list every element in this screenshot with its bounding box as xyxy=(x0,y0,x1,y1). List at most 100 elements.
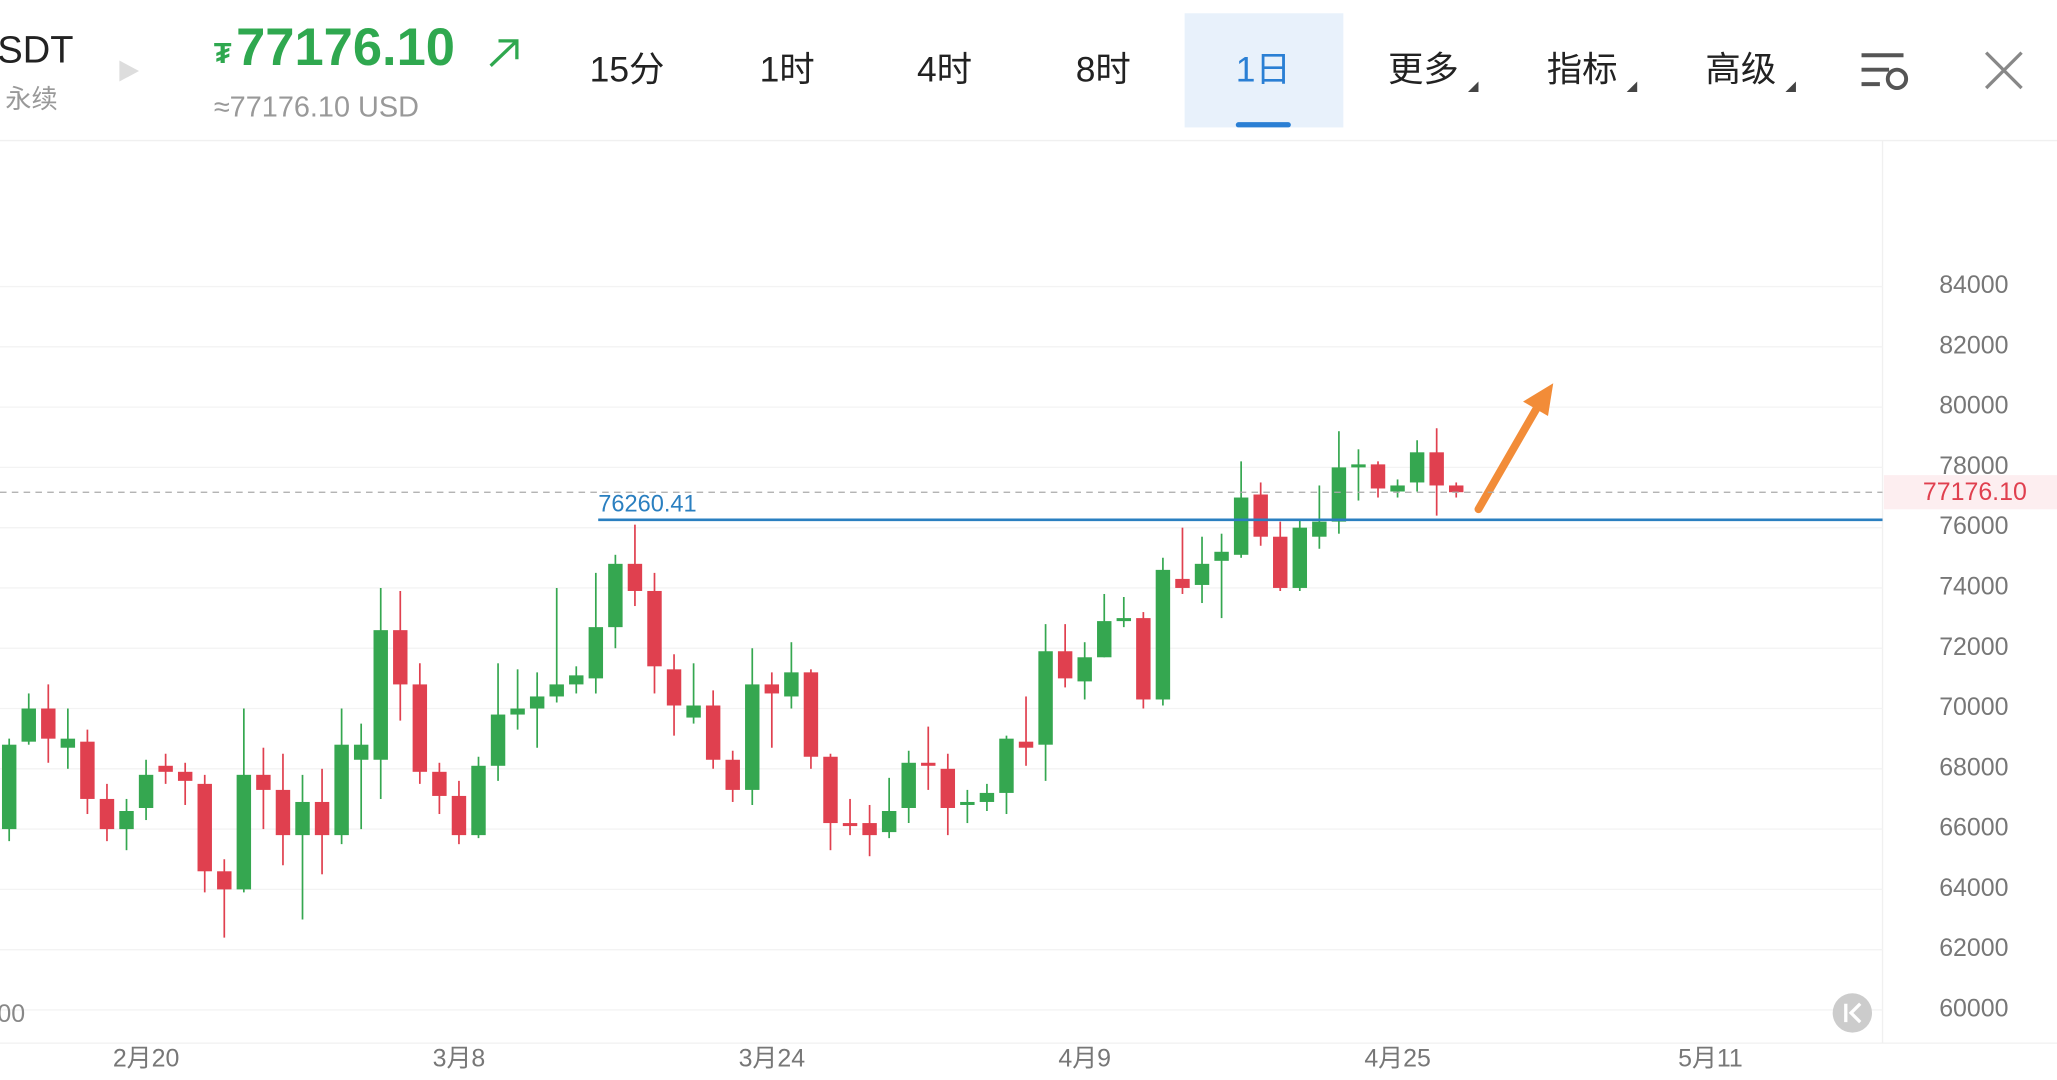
play-icon[interactable] xyxy=(119,60,140,82)
tab[interactable]: 1日 xyxy=(1236,50,1291,90)
candle-body xyxy=(393,630,408,685)
y-tick-label: 62000 xyxy=(1939,934,2008,962)
candle-body xyxy=(803,672,819,757)
candle-body xyxy=(1429,452,1444,486)
dropdown-marks xyxy=(1467,81,1796,92)
candle-body xyxy=(275,789,291,836)
candle-body xyxy=(412,684,428,772)
close-icon[interactable] xyxy=(1984,51,2023,90)
candle-body xyxy=(627,563,643,591)
candle-body xyxy=(666,669,682,706)
candle-body xyxy=(1449,485,1464,493)
candle-body xyxy=(1038,651,1053,745)
support-label: 76260.41 xyxy=(598,492,696,518)
y-tick-label: 74000 xyxy=(1939,573,2008,601)
candle-body xyxy=(432,771,447,796)
x-tick-label: 4月25 xyxy=(1364,1045,1430,1073)
candle-body xyxy=(1233,497,1249,555)
candle-body xyxy=(784,672,799,697)
candle-body xyxy=(1312,521,1327,537)
candle-body xyxy=(353,744,369,760)
candle-body xyxy=(373,630,388,760)
candle-body xyxy=(588,627,604,679)
candle-body xyxy=(1077,657,1092,682)
candle-body xyxy=(569,675,584,685)
tab[interactable]: 4时 xyxy=(917,50,972,90)
tab[interactable]: 更多 xyxy=(1388,50,1459,90)
trend-arrow-head xyxy=(1523,383,1554,417)
candle-body xyxy=(842,823,858,827)
left-cut-label: 00 xyxy=(0,1000,25,1028)
tab[interactable]: 8时 xyxy=(1076,50,1131,90)
x-tick-label: 4月9 xyxy=(1058,1045,1111,1073)
contract: 永续 xyxy=(5,84,57,114)
candle-body xyxy=(608,563,623,628)
candle-body xyxy=(1331,467,1347,522)
candle-body xyxy=(725,759,740,790)
candle-body xyxy=(823,756,838,824)
x-tick-label: 3月24 xyxy=(739,1045,806,1073)
x-tick-label: 5月11 xyxy=(1678,1045,1743,1073)
candle-body xyxy=(510,708,525,715)
candle-body xyxy=(1018,741,1034,748)
currency-symbol: ₮ xyxy=(214,38,232,70)
candle-body xyxy=(490,714,506,766)
active-tab-bg xyxy=(1184,13,1344,128)
candle-body xyxy=(21,708,36,742)
candle-body xyxy=(158,765,173,772)
y-tick-label: 68000 xyxy=(1939,753,2008,781)
grid: 60000 62000 64000 66000 68000 70000 72000 74000… xyxy=(0,271,2008,1073)
candle-body xyxy=(1116,618,1132,622)
candle-body xyxy=(686,705,701,718)
candle-body xyxy=(471,765,486,836)
candle-body xyxy=(451,795,467,836)
price-usd: ≈77176.10 USD xyxy=(214,92,419,124)
candle-body xyxy=(1253,494,1268,537)
candles xyxy=(1,428,1464,938)
y-tick-label: 76000 xyxy=(1939,512,2008,540)
candle-body xyxy=(1194,563,1210,585)
candle-body xyxy=(236,774,252,890)
candle-body xyxy=(1175,578,1190,588)
candle-body xyxy=(119,811,134,830)
y-tick-label: 60000 xyxy=(1939,995,2008,1023)
candle-body xyxy=(549,684,564,697)
candle-body xyxy=(256,774,271,790)
candle-body xyxy=(1214,551,1229,561)
candle-body xyxy=(705,705,721,760)
candle-body xyxy=(1057,651,1073,679)
y-tick-label: 72000 xyxy=(1939,633,2008,661)
candle-body xyxy=(999,738,1014,793)
candle-body xyxy=(197,783,212,872)
candle-body xyxy=(979,792,995,802)
y-tick-label: 66000 xyxy=(1939,814,2008,842)
settings-icon[interactable] xyxy=(1861,53,1909,91)
scroll-button[interactable] xyxy=(1832,993,1873,1033)
up-arrow xyxy=(489,39,519,67)
candle-body xyxy=(295,801,310,836)
candle-body xyxy=(1390,485,1405,492)
x-tick-label: 3月8 xyxy=(433,1045,486,1073)
tab[interactable]: 1时 xyxy=(760,50,815,90)
symbol: SDT xyxy=(0,30,73,72)
y-tick-label: 64000 xyxy=(1939,874,2008,902)
tab[interactable]: 指标 xyxy=(1547,50,1618,90)
candle-body xyxy=(1097,621,1112,658)
candle-body xyxy=(529,696,545,709)
current-price-label: 77176.10 xyxy=(1923,478,2027,506)
candle-body xyxy=(764,684,780,694)
price: 77176.10 xyxy=(236,19,455,77)
candle-body xyxy=(745,684,760,790)
candle-body xyxy=(99,798,115,830)
candle-body xyxy=(960,801,975,805)
current-price-box xyxy=(1883,475,2057,510)
candle-body xyxy=(881,811,897,833)
tab[interactable]: 15分 xyxy=(590,50,665,90)
candle-body xyxy=(647,590,662,667)
y-tick-label: 84000 xyxy=(1939,271,2008,299)
candle-body xyxy=(1409,452,1425,483)
tab[interactable]: 高级 xyxy=(1705,50,1776,90)
